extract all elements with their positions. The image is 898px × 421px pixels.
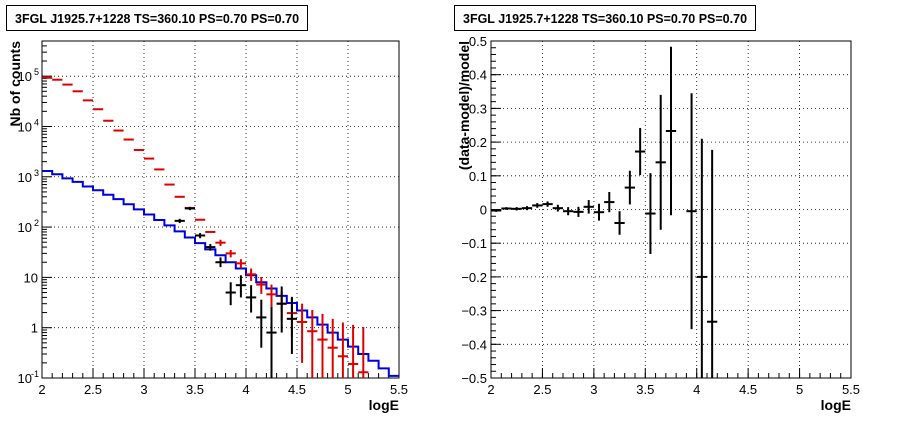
left-plot-frame [41,40,400,379]
right-x-axis-label: logE [821,397,851,413]
left-y-tick-label: 1 [31,321,38,336]
left-x-tick-label: 5.5 [390,382,408,397]
left-y-axis-label: Nb of counts [7,41,23,127]
left-chart-title: 3FGL J1925.7+1228 TS=360.10 PS=0.70 PS=0… [6,5,309,31]
left-x-tick-label: 3 [140,382,147,397]
right-x-tick-label: 2.5 [533,382,551,397]
right-x-tick-label: 5 [796,382,803,397]
right-y-tick-label: 0 [480,203,487,218]
left-y-tick-exponent: 4 [34,117,39,127]
left-y-tick-label: 10 [18,119,32,134]
left-y-tick-label: 10 [18,170,32,185]
right-y-tick-label: −0.1 [461,236,487,251]
right-y-tick-label: 0.3 [469,101,487,116]
left-x-tick-label: 3.5 [186,382,204,397]
right-y-tick-label: 0.1 [469,169,487,184]
left-x-tick-label: 2 [38,382,45,397]
right-chart-title: 3FGL J1925.7+1228 TS=360.10 PS=0.70 PS=0… [454,5,757,31]
left-y-tick-label: 10 [18,371,32,386]
left-y-tick-exponent: -1 [31,369,39,379]
left-y-tick-exponent: 2 [34,218,39,228]
right-y-tick-label: 0.4 [469,68,487,83]
right-x-tick-label: 2 [487,382,494,397]
left-x-tick-label: 2.5 [84,382,102,397]
left-y-tick-label: 10 [18,220,32,235]
left-background-step-line [42,170,399,377]
right-y-tick-label: −0.5 [461,371,487,386]
right-y-axis-label: (data-model)/model [456,41,472,170]
right-x-tick-label: 3.5 [636,382,654,397]
right-y-tick-label: 0.5 [469,34,487,49]
right-y-tick-label: −0.3 [461,304,487,319]
right-x-tick-label: 4 [693,382,700,397]
left-y-tick-label: 10 [18,69,32,84]
left-y-tick-label: 10 [24,270,38,285]
right-y-tick-label: −0.2 [461,270,487,285]
left-x-tick-label: 4 [242,382,249,397]
left-x-axis-label: logE [369,397,399,413]
left-x-tick-label: 4.5 [288,382,306,397]
right-x-tick-label: 4.5 [739,382,757,397]
left-x-tick-label: 5 [344,382,351,397]
left-y-tick-exponent: 3 [34,168,39,178]
right-x-tick-label: 5.5 [842,382,860,397]
right-x-tick-label: 3 [590,382,597,397]
left-y-tick-exponent: 5 [34,67,39,77]
right-y-tick-label: 0.2 [469,135,487,150]
right-y-tick-label: −0.4 [461,337,487,352]
